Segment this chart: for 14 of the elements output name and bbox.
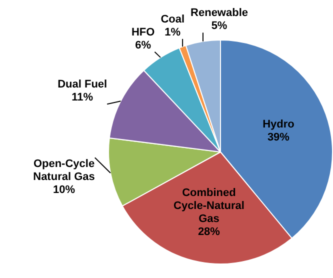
data-label: 1% [164, 26, 181, 38]
data-label: 39% [267, 132, 290, 144]
data-label: 6% [135, 39, 152, 52]
data-label: 11% [72, 92, 94, 104]
slice-label: HFO [131, 26, 156, 38]
slice-label: Hydro [262, 118, 295, 131]
data-label: 10% [52, 184, 76, 196]
data-label: 5% [211, 20, 228, 32]
data-label: 28% [198, 226, 220, 238]
slice-label: Combined Cycle-Natural Gas [173, 187, 244, 226]
slice-label: Renewable [190, 7, 248, 20]
slice-label: Open-Cycle Natural Gas [33, 158, 95, 184]
slice-label: Dual Fuel [58, 78, 108, 91]
slice-label: Coal [160, 13, 185, 26]
